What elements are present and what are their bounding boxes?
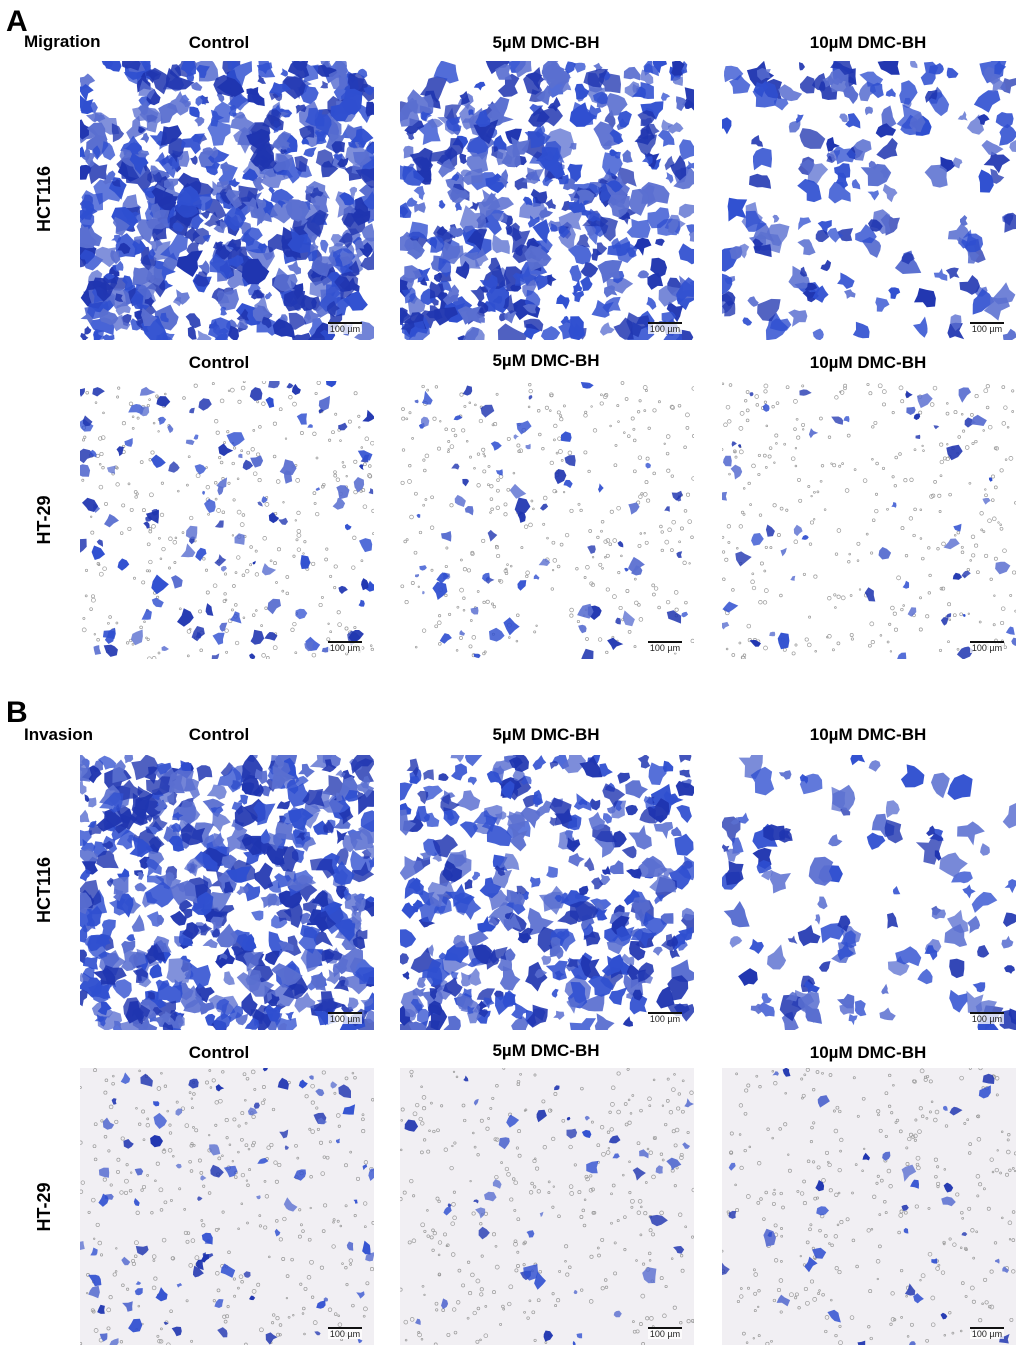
micrograph-migration-hct116-5um: 100 µm	[400, 61, 694, 340]
micrograph-texture	[400, 381, 694, 659]
micrograph-invasion-hct116-5um: 100 µm	[400, 755, 694, 1030]
row-label-ht29: HT-29	[34, 495, 54, 545]
micrograph-migration-ht29-control: 100 µm	[80, 381, 374, 659]
col-label-control: Control	[188, 353, 250, 372]
micrograph-texture	[400, 755, 694, 1030]
col-label-5um: 5µM DMC-BH	[492, 33, 600, 52]
micrograph-invasion-hct116-control: 100 µm	[80, 755, 374, 1030]
micrograph-texture	[722, 755, 1016, 1030]
col-label-10um: 10µM DMC-BH	[809, 353, 927, 372]
scale-bar: 100 µm	[328, 641, 362, 653]
scale-bar: 100 µm	[970, 1327, 1004, 1339]
scale-bar: 100 µm	[970, 641, 1004, 653]
row-label-hct116: HCT116	[34, 856, 54, 924]
micrograph-texture	[80, 381, 374, 659]
micrograph-migration-hct116-control: 100 µm	[80, 61, 374, 340]
panel-letter-b: B	[6, 696, 28, 729]
micrograph-texture	[400, 1068, 694, 1345]
scale-bar: 100 µm	[328, 322, 362, 334]
scale-bar: 100 µm	[328, 1327, 362, 1339]
micrograph-invasion-ht29-control: 100 µm	[80, 1068, 374, 1345]
micrograph-texture	[80, 1068, 374, 1345]
col-label-control: Control	[188, 725, 250, 744]
scale-bar: 100 µm	[648, 641, 682, 653]
row-label-hct116: HCT116	[34, 165, 54, 233]
micrograph-migration-ht29-10um: 100 µm	[722, 381, 1016, 659]
micrograph-texture	[80, 755, 374, 1030]
col-label-10um: 10µM DMC-BH	[809, 725, 927, 744]
col-label-control: Control	[188, 1043, 250, 1062]
col-label-5um: 5µM DMC-BH	[492, 351, 600, 370]
scale-bar: 100 µm	[328, 1012, 362, 1024]
assay-label-migration: Migration	[24, 32, 101, 51]
scale-bar: 100 µm	[648, 1327, 682, 1339]
micrograph-texture	[722, 381, 1016, 659]
panel-letter-a: A	[6, 5, 28, 38]
col-label-control: Control	[188, 33, 250, 52]
micrograph-migration-hct116-10um: 100 µm	[722, 61, 1016, 340]
col-label-5um: 5µM DMC-BH	[492, 725, 600, 744]
col-label-10um: 10µM DMC-BH	[809, 33, 927, 52]
micrograph-texture	[722, 1068, 1016, 1345]
micrograph-invasion-ht29-5um: 100 µm	[400, 1068, 694, 1345]
micrograph-migration-ht29-5um: 100 µm	[400, 381, 694, 659]
scale-bar: 100 µm	[648, 1012, 682, 1024]
micrograph-texture	[80, 61, 374, 340]
assay-label-invasion: Invasion	[24, 725, 93, 744]
col-label-10um: 10µM DMC-BH	[809, 1043, 927, 1062]
micrograph-invasion-hct116-10um: 100 µm	[722, 755, 1016, 1030]
scale-bar: 100 µm	[970, 1012, 1004, 1024]
scale-bar: 100 µm	[648, 322, 682, 334]
scale-bar: 100 µm	[970, 322, 1004, 334]
row-label-ht29: HT-29	[34, 1182, 54, 1232]
micrograph-texture	[400, 61, 694, 340]
micrograph-invasion-ht29-10um: 100 µm	[722, 1068, 1016, 1345]
micrograph-texture	[722, 61, 1016, 340]
col-label-5um: 5µM DMC-BH	[492, 1041, 600, 1060]
